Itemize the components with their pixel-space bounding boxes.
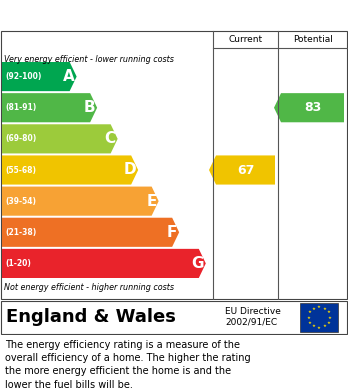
Text: (1-20): (1-20): [5, 259, 31, 268]
Text: (69-80): (69-80): [5, 135, 36, 143]
Text: Potential: Potential: [293, 34, 333, 43]
Polygon shape: [2, 218, 179, 247]
Text: (21-38): (21-38): [5, 228, 36, 237]
Text: ★: ★: [326, 310, 330, 314]
Text: (55-68): (55-68): [5, 165, 36, 174]
Text: B: B: [84, 100, 95, 115]
Text: F: F: [167, 225, 177, 240]
Polygon shape: [2, 187, 159, 216]
Text: ★: ★: [328, 316, 332, 319]
Text: (92-100): (92-100): [5, 72, 41, 81]
Polygon shape: [2, 249, 206, 278]
Text: ★: ★: [317, 326, 321, 330]
Text: ★: ★: [312, 324, 316, 328]
Text: ★: ★: [308, 321, 312, 325]
Text: 83: 83: [304, 101, 321, 114]
Text: 67: 67: [237, 163, 254, 176]
Text: (81-91): (81-91): [5, 103, 36, 112]
Text: C: C: [104, 131, 116, 146]
Bar: [300, 303, 338, 332]
Text: ★: ★: [308, 310, 312, 314]
Text: Very energy efficient - lower running costs: Very energy efficient - lower running co…: [4, 55, 174, 64]
Text: ★: ★: [326, 321, 330, 325]
Text: The energy efficiency rating is a measure of the
overall efficiency of a home. T: The energy efficiency rating is a measur…: [5, 340, 251, 389]
Polygon shape: [2, 156, 138, 185]
Text: Not energy efficient - higher running costs: Not energy efficient - higher running co…: [4, 283, 174, 292]
Text: ★: ★: [317, 305, 321, 309]
Polygon shape: [2, 93, 97, 122]
Polygon shape: [209, 156, 275, 185]
Text: A: A: [63, 69, 75, 84]
Text: England & Wales: England & Wales: [6, 308, 176, 326]
Polygon shape: [2, 124, 118, 153]
Text: (39-54): (39-54): [5, 197, 36, 206]
Text: Current: Current: [228, 34, 262, 43]
Text: ★: ★: [307, 316, 310, 319]
Text: ★: ★: [312, 307, 316, 311]
Text: Energy Efficiency Rating: Energy Efficiency Rating: [8, 8, 199, 22]
Text: E: E: [146, 194, 157, 209]
Text: D: D: [124, 163, 136, 178]
Polygon shape: [274, 93, 344, 122]
Text: ★: ★: [322, 307, 326, 311]
Text: ★: ★: [322, 324, 326, 328]
Text: G: G: [191, 256, 204, 271]
Polygon shape: [2, 62, 77, 91]
Text: EU Directive
2002/91/EC: EU Directive 2002/91/EC: [225, 307, 281, 326]
